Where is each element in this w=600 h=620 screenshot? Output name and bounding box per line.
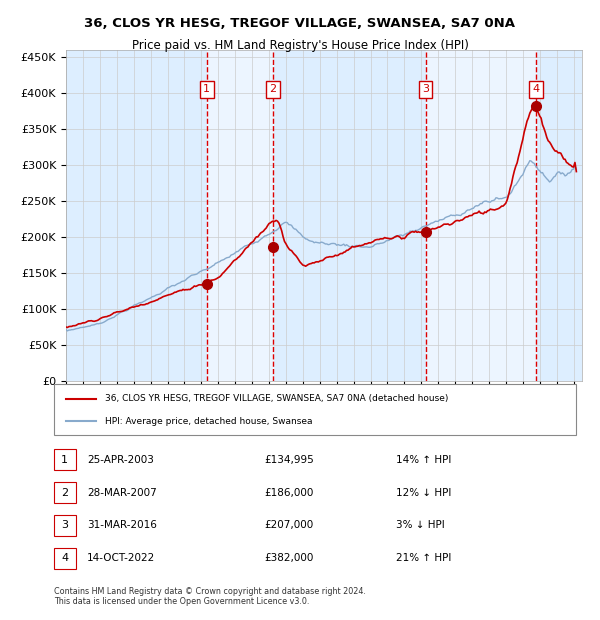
Text: £134,995: £134,995: [264, 454, 314, 465]
Text: 3: 3: [422, 84, 429, 94]
Text: 4: 4: [533, 84, 540, 94]
Text: 28-MAR-2007: 28-MAR-2007: [87, 487, 157, 498]
Text: Price paid vs. HM Land Registry's House Price Index (HPI): Price paid vs. HM Land Registry's House …: [131, 39, 469, 52]
Text: 1: 1: [61, 454, 68, 465]
Text: 25-APR-2003: 25-APR-2003: [87, 454, 154, 465]
Text: 36, CLOS YR HESG, TREGOF VILLAGE, SWANSEA, SA7 0NA (detached house): 36, CLOS YR HESG, TREGOF VILLAGE, SWANSE…: [105, 394, 448, 403]
Text: 14% ↑ HPI: 14% ↑ HPI: [396, 454, 451, 465]
Text: 31-MAR-2016: 31-MAR-2016: [87, 520, 157, 531]
Text: £207,000: £207,000: [264, 520, 313, 531]
Text: 14-OCT-2022: 14-OCT-2022: [87, 553, 155, 564]
Bar: [425, 50, 536, 381]
Text: 21% ↑ HPI: 21% ↑ HPI: [396, 553, 451, 564]
Text: 4: 4: [61, 553, 68, 564]
Text: Contains HM Land Registry data © Crown copyright and database right 2024.
This d: Contains HM Land Registry data © Crown c…: [54, 587, 366, 606]
Text: 1: 1: [203, 84, 210, 94]
Text: 12% ↓ HPI: 12% ↓ HPI: [396, 487, 451, 498]
Text: 2: 2: [61, 487, 68, 498]
Text: £186,000: £186,000: [264, 487, 313, 498]
Text: 2: 2: [269, 84, 277, 94]
Text: HPI: Average price, detached house, Swansea: HPI: Average price, detached house, Swan…: [105, 417, 313, 425]
Text: £382,000: £382,000: [264, 553, 313, 564]
Text: 3% ↓ HPI: 3% ↓ HPI: [396, 520, 445, 531]
Text: 36, CLOS YR HESG, TREGOF VILLAGE, SWANSEA, SA7 0NA: 36, CLOS YR HESG, TREGOF VILLAGE, SWANSE…: [85, 17, 515, 30]
Bar: [207, 50, 273, 381]
Text: 3: 3: [61, 520, 68, 531]
